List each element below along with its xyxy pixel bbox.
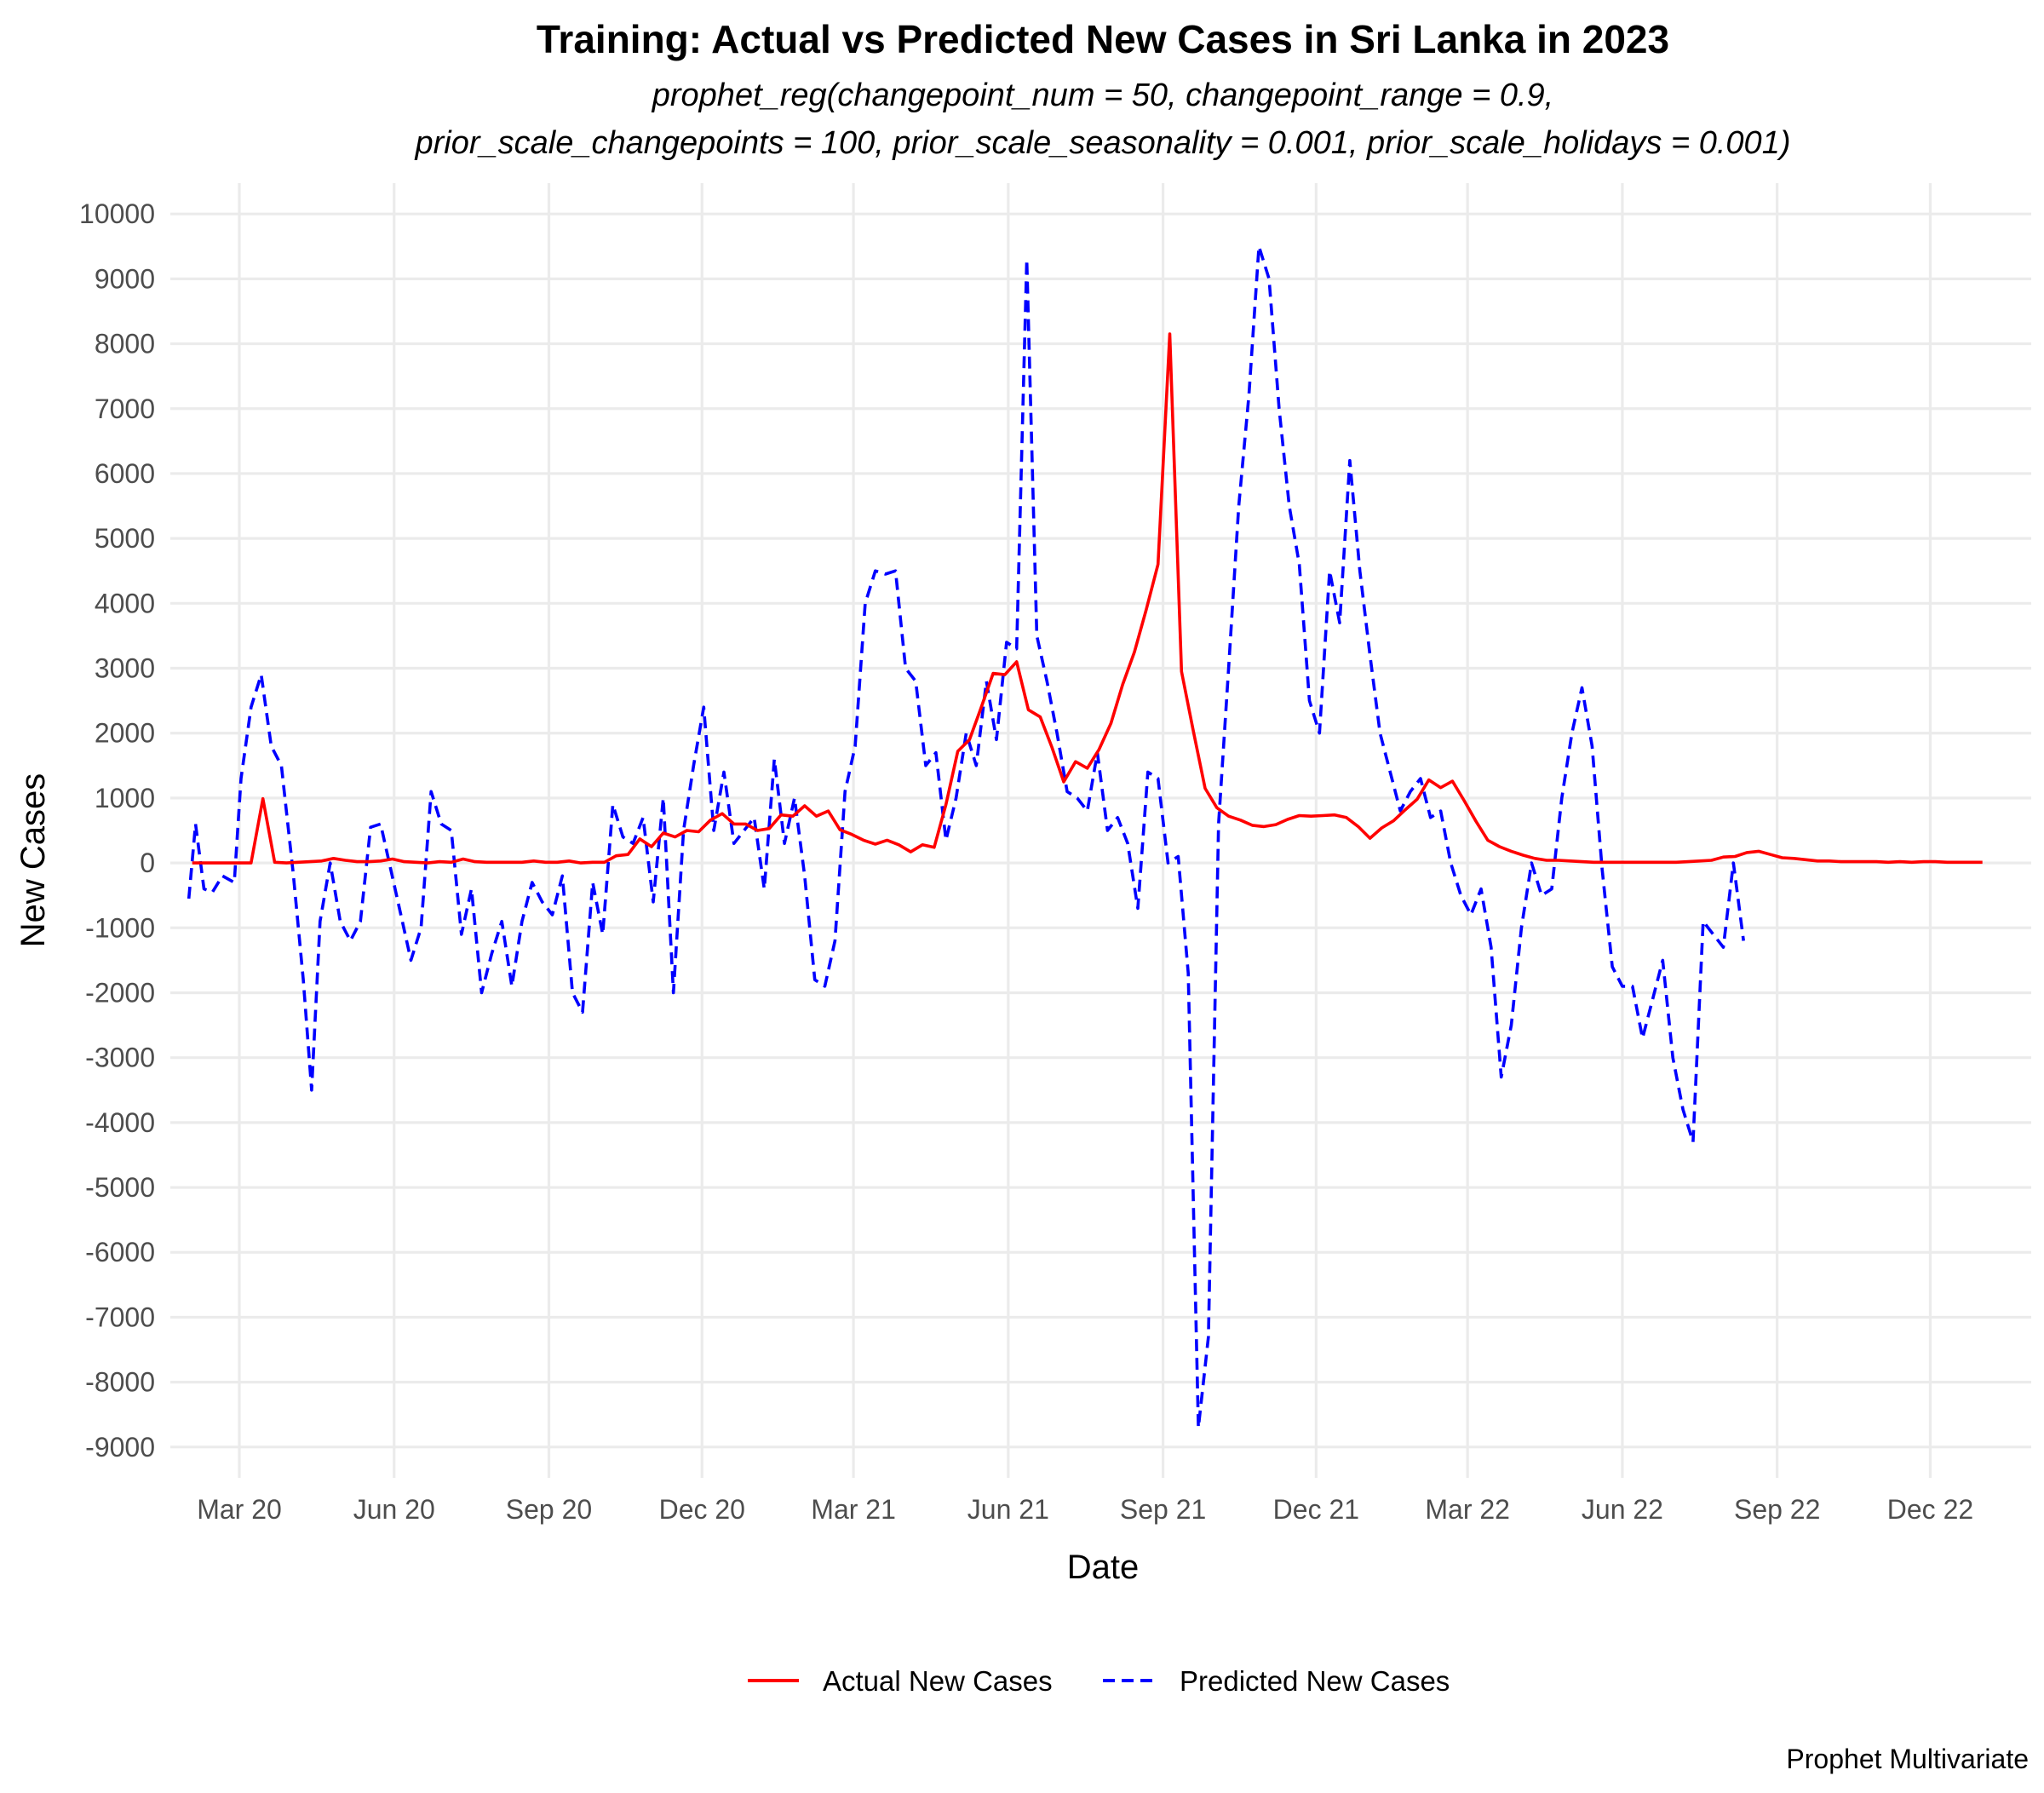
- y-tick-label: -8000: [85, 1367, 155, 1398]
- y-tick-label: 3000: [95, 653, 155, 684]
- x-tick-label: Sep 21: [1120, 1494, 1206, 1525]
- y-tick-label: -5000: [85, 1172, 155, 1203]
- y-tick-label: 4000: [95, 588, 155, 618]
- y-tick-label: 1000: [95, 783, 155, 813]
- legend-label-predicted: Predicted New Cases: [1180, 1665, 1450, 1697]
- y-tick-label: -4000: [85, 1107, 155, 1138]
- legend-label-actual: Actual New Cases: [823, 1665, 1053, 1697]
- chart-subtitle-line-2: prior_scale_changepoints = 100, prior_sc…: [415, 125, 1791, 161]
- x-tick-label: Dec 20: [659, 1494, 745, 1525]
- y-tick-label: 8000: [95, 329, 155, 359]
- x-tick-label: Mar 22: [1425, 1494, 1510, 1525]
- x-axis-title: Date: [1067, 1549, 1140, 1586]
- y-axis-title: New Cases: [14, 773, 52, 948]
- y-tick-label: 0: [140, 848, 155, 878]
- chart-title: Training: Actual vs Predicted New Cases …: [537, 17, 1669, 61]
- x-tick-label: Dec 21: [1273, 1494, 1359, 1525]
- y-tick-label: -6000: [85, 1237, 155, 1267]
- y-tick-label: 2000: [95, 718, 155, 749]
- y-tick-label: 7000: [95, 394, 155, 424]
- x-tick-label: Mar 20: [197, 1494, 282, 1525]
- chart-subtitle-line-1: prophet_reg(changepoint_num = 50, change…: [652, 78, 1554, 113]
- y-tick-label: -1000: [85, 912, 155, 943]
- x-tick-label: Sep 22: [1734, 1494, 1820, 1525]
- x-tick-label: Sep 20: [506, 1494, 592, 1525]
- chart-caption: Prophet Multivariate: [1786, 1744, 2029, 1774]
- y-tick-label: 5000: [95, 523, 155, 554]
- y-tick-label: 10000: [79, 198, 155, 229]
- x-tick-label: Mar 21: [811, 1494, 896, 1525]
- y-tick-label: -7000: [85, 1302, 155, 1332]
- y-tick-label: -2000: [85, 977, 155, 1008]
- x-tick-label: Jun 20: [353, 1494, 435, 1525]
- y-tick-label: 6000: [95, 458, 155, 489]
- y-tick-label: -3000: [85, 1043, 155, 1073]
- x-tick-label: Jun 22: [1582, 1494, 1663, 1525]
- y-tick-label: -9000: [85, 1432, 155, 1463]
- x-tick-label: Jun 21: [967, 1494, 1049, 1525]
- y-tick-label: 9000: [95, 263, 155, 294]
- x-tick-label: Dec 22: [1887, 1494, 1973, 1525]
